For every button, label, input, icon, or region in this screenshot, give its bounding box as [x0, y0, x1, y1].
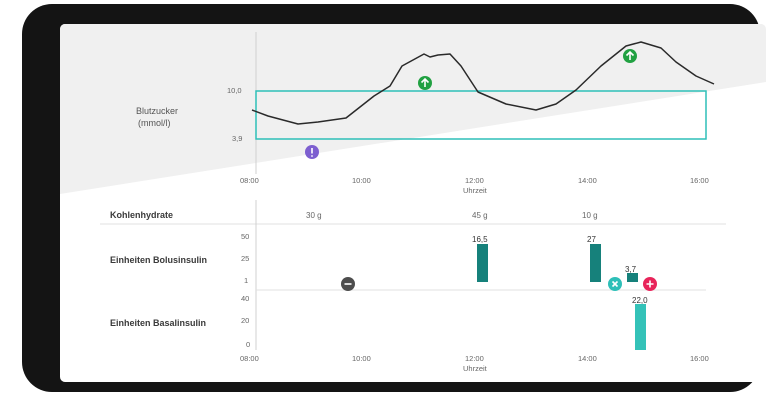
time-axis-label: Uhrzeit: [463, 186, 487, 195]
bolus-ytick: 50: [241, 232, 250, 241]
glucose-axis-unit: (mmol/l): [138, 118, 171, 128]
insulin-chart: [100, 200, 726, 350]
arrow-up-icon[interactable]: [418, 76, 432, 90]
time-tick-2: 10:00: [352, 354, 371, 363]
time-tick-5: 16:00: [690, 354, 709, 363]
bolus-bar[interactable]: [477, 244, 488, 282]
carbs-row-label: Kohlenhydrate: [110, 210, 174, 220]
arrow-up-icon[interactable]: [623, 49, 637, 63]
bolus-bar[interactable]: [590, 244, 601, 282]
glucose-curve-group: [251, 41, 715, 125]
carb-value: 30 g: [306, 211, 322, 220]
basal-ytick: 40: [241, 294, 250, 303]
time-tick-1: 08:00: [240, 176, 259, 185]
bolus-bar-value: 27: [587, 235, 596, 244]
time-axis-label: Uhrzeit: [463, 364, 487, 373]
carb-value: 45 g: [472, 211, 488, 220]
time-tick-2: 10:00: [352, 176, 371, 185]
glucose-axis-label: Blutzucker: [136, 106, 179, 116]
bolus-bar[interactable]: [627, 273, 638, 282]
target-upper-label: 10,0: [227, 86, 242, 95]
target-range-box: [255, 90, 707, 140]
minus-icon[interactable]: [341, 277, 355, 291]
background-triangle: [60, 24, 766, 194]
tablet-frame: Blutzucker (mmol/l) 10,0 3,9: [22, 4, 766, 392]
time-tick-1: 08:00: [240, 354, 259, 363]
time-tick-4: 14:00: [578, 354, 597, 363]
bolus-ytick: 25: [241, 254, 250, 263]
basal-bar-value: 22,0: [632, 296, 648, 305]
chart-screen: Blutzucker (mmol/l) 10,0 3,9: [60, 24, 766, 382]
close-icon[interactable]: [608, 277, 622, 291]
bolus-bar-value: 3,7: [625, 265, 637, 274]
basal-row-label: Einheiten Basalinsulin: [110, 318, 207, 328]
time-tick-5: 16:00: [690, 176, 709, 185]
bolus-ytick: 1: [244, 276, 249, 285]
glucose-curve: [251, 41, 715, 125]
basal-bar[interactable]: [635, 304, 646, 350]
basal-ytick: 0: [246, 340, 251, 349]
basal-ytick: 20: [241, 316, 250, 325]
bolus-bar-value: 16,5: [472, 235, 488, 244]
glucose-chart: [251, 32, 715, 174]
carb-value: 10 g: [582, 211, 598, 220]
bolus-row-label: Einheiten Bolusinsulin: [110, 255, 208, 265]
exclamation-icon[interactable]: [305, 145, 319, 159]
time-tick-3: 12:00: [465, 354, 484, 363]
plus-icon[interactable]: [643, 277, 657, 291]
target-lower-label: 3,9: [232, 134, 243, 143]
time-tick-3: 12:00: [465, 176, 484, 185]
time-tick-4: 14:00: [578, 176, 597, 185]
background-shade: [60, 24, 766, 194]
